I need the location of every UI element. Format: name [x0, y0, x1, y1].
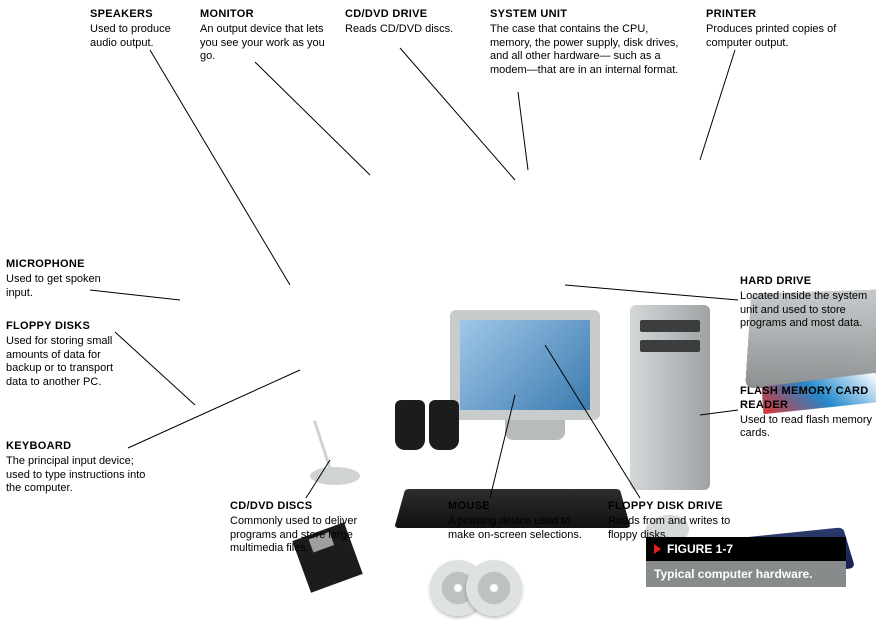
label-cddrive: CD/DVD DRIVEReads CD/DVD discs. — [345, 8, 455, 37]
label-printer: PRINTERProduces printed copies of comput… — [706, 8, 856, 50]
label-title: MONITOR — [200, 8, 330, 22]
label-title: FLOPPY DISKS — [6, 320, 126, 334]
label-microphone: MICROPHONEUsed to get spoken input. — [6, 258, 116, 300]
label-desc: Reads CD/DVD discs. — [345, 23, 455, 37]
monitor-shape — [450, 310, 620, 450]
label-title: PRINTER — [706, 8, 856, 22]
label-title: MOUSE — [448, 500, 588, 514]
label-title: CD/DVD DRIVE — [345, 8, 455, 22]
figure-caption-text: Typical computer hardware. — [646, 561, 846, 587]
figure-number-bar: FIGURE 1-7 — [646, 537, 846, 561]
label-systemunit: SYSTEM UNITThe case that contains the CP… — [490, 8, 690, 78]
label-desc: Used to get spoken input. — [6, 273, 116, 301]
cd-discs-shape — [430, 560, 502, 621]
label-title: SYSTEM UNIT — [490, 8, 690, 22]
label-keyboard: KEYBOARDThe principal input device; used… — [6, 440, 146, 496]
label-desc: Used for storing small amounts of data f… — [6, 335, 126, 390]
label-desc: Commonly used to deliver programs and st… — [230, 515, 405, 556]
label-harddrive: HARD DRIVELocated inside the system unit… — [740, 275, 875, 331]
speakers-shape — [395, 400, 463, 455]
label-title: FLOPPY DISK DRIVE — [608, 500, 758, 514]
label-speakers: SPEAKERSUsed to produce audio output. — [90, 8, 200, 50]
label-title: SPEAKERS — [90, 8, 200, 22]
label-title: FLASH MEMORY CARD READER — [740, 385, 875, 413]
label-desc: Used to produce audio output. — [90, 23, 200, 51]
figure-number: FIGURE 1-7 — [667, 542, 733, 556]
system-unit-shape — [630, 305, 710, 490]
microphone-shape — [300, 415, 380, 485]
label-cardreader: FLASH MEMORY CARD READERUsed to read fla… — [740, 385, 875, 441]
label-title: CD/DVD DISCS — [230, 500, 405, 514]
label-floppydisks: FLOPPY DISKSUsed for storing small amoun… — [6, 320, 126, 390]
label-desc: Used to read flash memory cards. — [740, 414, 875, 442]
label-monitor: MONITORAn output device that lets you se… — [200, 8, 330, 64]
label-desc: An output device that lets you see your … — [200, 23, 330, 64]
label-title: MICROPHONE — [6, 258, 116, 272]
label-desc: The case that contains the CPU, memory, … — [490, 23, 690, 78]
figure-caption-box: FIGURE 1-7 Typical computer hardware. — [646, 537, 846, 587]
label-desc: Located inside the system unit and used … — [740, 290, 875, 331]
label-title: KEYBOARD — [6, 440, 146, 454]
hardware-illustration — [140, 140, 720, 470]
label-title: HARD DRIVE — [740, 275, 875, 289]
label-desc: A pointing device used to make on-screen… — [448, 515, 588, 543]
label-mouse: MOUSEA pointing device used to make on-s… — [448, 500, 588, 542]
label-cddiscs: CD/DVD DISCSCommonly used to deliver pro… — [230, 500, 405, 556]
chevron-icon — [654, 544, 661, 554]
label-desc: The principal input device; used to type… — [6, 455, 146, 496]
label-floppydrive: FLOPPY DISK DRIVEReads from and writes t… — [608, 500, 758, 542]
label-desc: Produces printed copies of computer outp… — [706, 23, 856, 51]
